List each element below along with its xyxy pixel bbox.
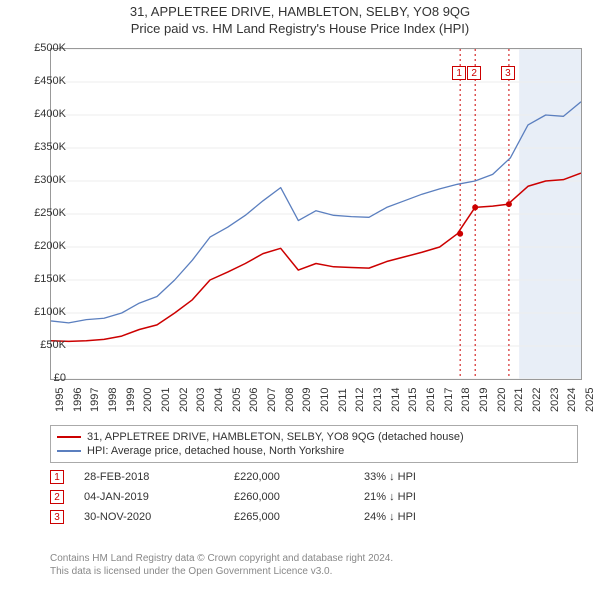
x-tick-label: 2022 [531, 388, 543, 412]
x-tick-label: 1999 [125, 388, 137, 412]
sale-marker-icon: 1 [50, 470, 64, 484]
x-tick-label: 1997 [89, 388, 101, 412]
legend-item: 31, APPLETREE DRIVE, HAMBLETON, SELBY, Y… [57, 430, 571, 444]
sale-date: 30-NOV-2020 [84, 511, 234, 523]
sale-diff: 21% ↓ HPI [364, 491, 464, 503]
plot-area [50, 48, 582, 380]
sale-marker-icon: 1 [452, 66, 466, 80]
y-tick-label: £50K [40, 339, 66, 351]
y-tick-label: £500K [34, 42, 66, 54]
y-tick-label: £200K [34, 240, 66, 252]
sale-date: 04-JAN-2019 [84, 491, 234, 503]
legend: 31, APPLETREE DRIVE, HAMBLETON, SELBY, Y… [50, 425, 578, 463]
legend-swatch [57, 450, 81, 452]
y-tick-label: £100K [34, 306, 66, 318]
sale-marker-icon: 3 [501, 66, 515, 80]
x-tick-label: 2006 [248, 388, 260, 412]
x-tick-label: 2008 [284, 388, 296, 412]
sale-marker-icon: 2 [467, 66, 481, 80]
x-tick-label: 2019 [478, 388, 490, 412]
x-tick-label: 2012 [354, 388, 366, 412]
x-tick-label: 2003 [195, 388, 207, 412]
x-tick-label: 2001 [160, 388, 172, 412]
x-tick-label: 2024 [566, 388, 578, 412]
y-tick-label: £150K [34, 273, 66, 285]
x-tick-label: 1996 [72, 388, 84, 412]
sale-marker-icon: 2 [50, 490, 64, 504]
x-tick-label: 2017 [443, 388, 455, 412]
sale-price: £265,000 [234, 511, 364, 523]
sale-marker-icon: 3 [50, 510, 64, 524]
x-tick-label: 2002 [178, 388, 190, 412]
title-block: 31, APPLETREE DRIVE, HAMBLETON, SELBY, Y… [0, 0, 600, 36]
chart-subtitle: Price paid vs. HM Land Registry's House … [0, 21, 600, 36]
x-tick-label: 2005 [231, 388, 243, 412]
x-tick-label: 2013 [372, 388, 384, 412]
y-tick-label: £350K [34, 141, 66, 153]
y-tick-label: £400K [34, 108, 66, 120]
x-tick-label: 2004 [213, 388, 225, 412]
chart-container: 31, APPLETREE DRIVE, HAMBLETON, SELBY, Y… [0, 0, 600, 590]
y-tick-label: £250K [34, 207, 66, 219]
x-tick-label: 2000 [142, 388, 154, 412]
x-tick-label: 2018 [460, 388, 472, 412]
sale-row: 2 04-JAN-2019£260,00021% ↓ HPI [50, 490, 464, 504]
x-tick-label: 2007 [266, 388, 278, 412]
x-tick-label: 2009 [301, 388, 313, 412]
sale-price: £220,000 [234, 471, 364, 483]
x-tick-label: 2020 [496, 388, 508, 412]
footnote-line: This data is licensed under the Open Gov… [50, 565, 393, 578]
legend-label: 31, APPLETREE DRIVE, HAMBLETON, SELBY, Y… [87, 431, 464, 443]
y-tick-label: £450K [34, 75, 66, 87]
legend-item: HPI: Average price, detached house, Nort… [57, 444, 571, 458]
footnote: Contains HM Land Registry data © Crown c… [50, 552, 393, 578]
sales-table: 1 28-FEB-2018£220,00033% ↓ HPI 2 04-JAN-201… [50, 470, 464, 530]
x-tick-label: 2011 [337, 388, 349, 412]
sale-date: 28-FEB-2018 [84, 471, 234, 483]
x-tick-label: 2015 [407, 388, 419, 412]
x-tick-label: 1998 [107, 388, 119, 412]
footnote-line: Contains HM Land Registry data © Crown c… [50, 552, 393, 565]
sale-price: £260,000 [234, 491, 364, 503]
sale-diff: 24% ↓ HPI [364, 511, 464, 523]
x-tick-label: 2025 [584, 388, 596, 412]
sale-diff: 33% ↓ HPI [364, 471, 464, 483]
x-tick-label: 2016 [425, 388, 437, 412]
y-tick-label: £0 [54, 372, 66, 384]
chart-title: 31, APPLETREE DRIVE, HAMBLETON, SELBY, Y… [0, 4, 600, 19]
chart-svg [51, 49, 581, 379]
x-tick-label: 2021 [513, 388, 525, 412]
legend-swatch [57, 436, 81, 438]
x-tick-label: 2014 [390, 388, 402, 412]
legend-label: HPI: Average price, detached house, Nort… [87, 445, 344, 457]
x-tick-label: 1995 [54, 388, 66, 412]
y-tick-label: £300K [34, 174, 66, 186]
sale-row: 1 28-FEB-2018£220,00033% ↓ HPI [50, 470, 464, 484]
x-tick-label: 2010 [319, 388, 331, 412]
sale-row: 3 30-NOV-2020£265,00024% ↓ HPI [50, 510, 464, 524]
x-tick-label: 2023 [549, 388, 561, 412]
